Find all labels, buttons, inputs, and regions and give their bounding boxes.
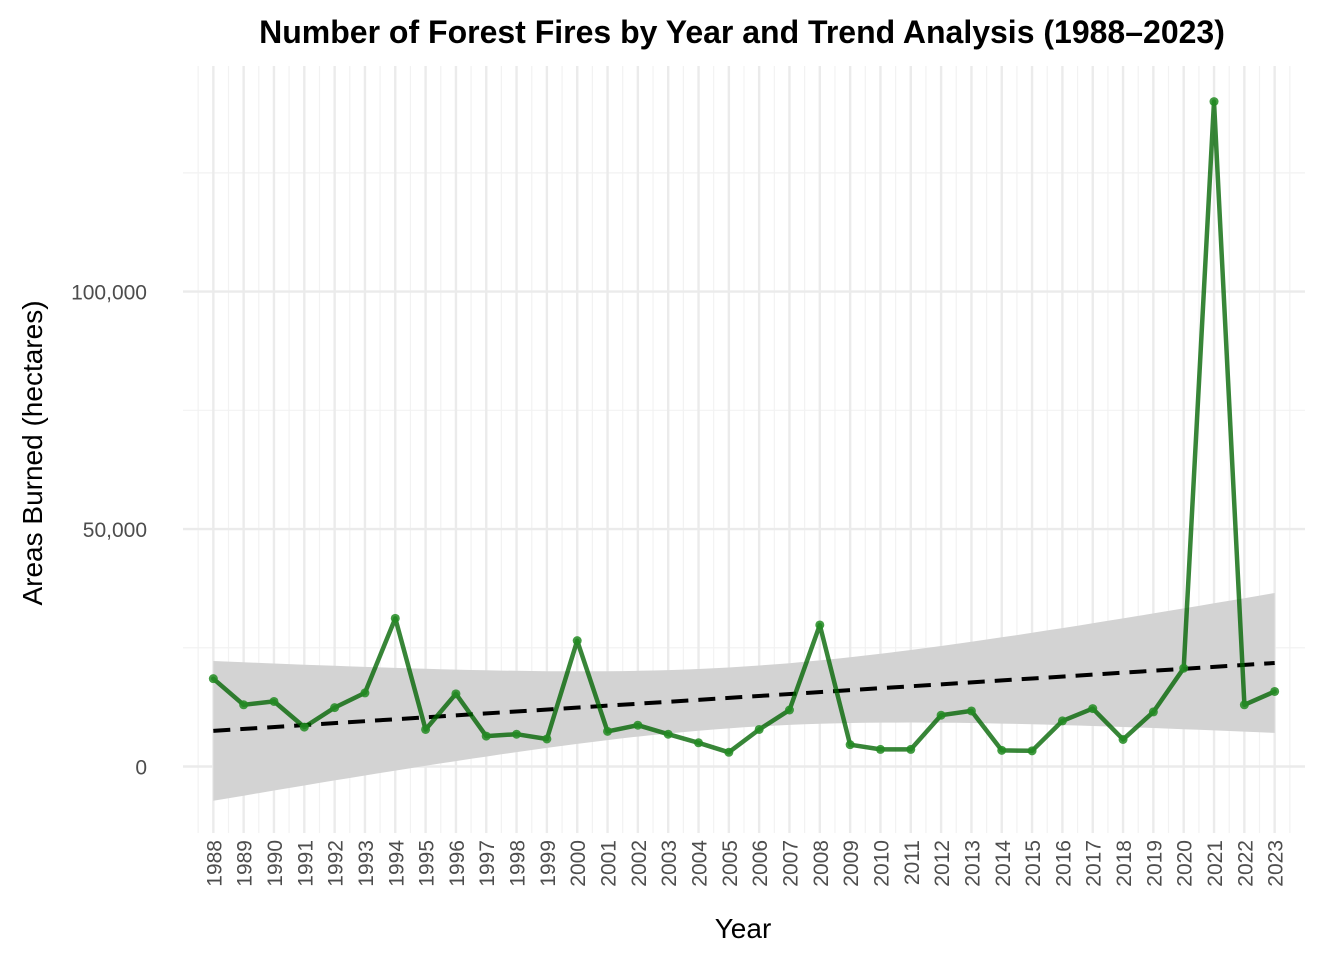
x-tick-label: 2013 xyxy=(961,840,984,887)
x-tick-label: 2005 xyxy=(719,840,742,887)
data-point xyxy=(1270,686,1280,696)
x-tick-label: 2020 xyxy=(1174,840,1197,887)
x-tick-label: 2003 xyxy=(658,840,681,887)
x-tick-label: 2002 xyxy=(628,840,651,887)
data-point xyxy=(1057,716,1067,726)
x-tick-label: 2017 xyxy=(1083,840,1106,887)
x-tick-label: 1999 xyxy=(537,840,560,887)
data-point xyxy=(875,744,885,754)
data-point xyxy=(512,729,522,739)
data-point xyxy=(451,689,461,699)
trend-line xyxy=(213,660,1275,733)
data-point xyxy=(239,700,249,710)
data-point xyxy=(724,747,734,757)
x-tick-label: 2016 xyxy=(1052,840,1075,887)
x-tick-label: 2000 xyxy=(567,840,590,887)
data-point xyxy=(542,734,552,744)
data-point xyxy=(845,740,855,750)
x-axis-title: Year xyxy=(715,913,772,944)
confidence-band-area xyxy=(213,593,1275,801)
data-point xyxy=(1088,704,1098,714)
y-axis-ticks: 0 50,000 100,000 xyxy=(71,282,147,780)
x-axis-ticks: 1988 1989 1990 1991 1992 1993 1994 1995 1996 1997… xyxy=(203,840,1287,887)
x-tick-label: 2007 xyxy=(779,840,802,887)
data-point xyxy=(390,613,400,623)
data-point xyxy=(936,710,946,720)
data-point xyxy=(906,744,916,754)
data-point xyxy=(966,706,976,716)
data-point xyxy=(815,620,825,630)
data-point xyxy=(1179,663,1189,673)
data-point xyxy=(481,731,491,741)
x-tick-label: 2009 xyxy=(840,840,863,887)
data-point xyxy=(421,724,431,734)
data-point xyxy=(572,636,582,646)
x-tick-label: 2021 xyxy=(1204,840,1227,887)
data-point xyxy=(694,738,704,748)
data-point xyxy=(754,724,764,734)
x-tick-label: 1991 xyxy=(294,840,317,887)
y-axis-title: Areas Burned (hectares) xyxy=(17,300,48,605)
x-tick-label: 1996 xyxy=(446,840,469,887)
y-tick-label: 0 xyxy=(135,757,147,780)
x-tick-label: 2011 xyxy=(901,840,924,885)
x-tick-label: 2006 xyxy=(749,840,772,887)
x-tick-label: 2022 xyxy=(1234,840,1257,887)
x-tick-label: 2001 xyxy=(598,840,621,887)
y-tick-label: 100,000 xyxy=(71,282,147,305)
x-tick-label: 1988 xyxy=(203,840,226,887)
x-tick-label: 2019 xyxy=(1143,840,1166,887)
x-tick-label: 1994 xyxy=(385,840,408,887)
x-tick-label: 2004 xyxy=(689,840,712,887)
x-tick-label: 2014 xyxy=(992,840,1015,887)
series-group xyxy=(208,97,1280,757)
data-point xyxy=(1118,734,1128,744)
data-point xyxy=(360,688,370,698)
series-line xyxy=(211,99,1277,755)
x-tick-label: 2023 xyxy=(1265,840,1288,887)
trend-line-group xyxy=(213,660,1275,733)
data-point xyxy=(1027,746,1037,756)
data-point xyxy=(299,722,309,732)
data-point xyxy=(330,703,340,713)
x-tick-label: 1989 xyxy=(234,840,257,887)
y-tick-label: 50,000 xyxy=(83,519,147,542)
data-point xyxy=(1209,97,1219,107)
data-point xyxy=(208,674,218,684)
data-point xyxy=(269,696,279,706)
x-tick-label: 2012 xyxy=(931,840,954,887)
data-point xyxy=(663,729,673,739)
data-point xyxy=(997,745,1007,755)
data-point xyxy=(784,705,794,715)
data-point xyxy=(633,720,643,730)
x-tick-label: 1992 xyxy=(325,840,348,887)
data-point xyxy=(1239,700,1249,710)
x-tick-label: 2018 xyxy=(1113,840,1136,887)
x-tick-label: 1990 xyxy=(264,840,287,887)
x-tick-label: 2015 xyxy=(1022,840,1045,887)
x-tick-label: 1995 xyxy=(416,840,439,887)
x-tick-label: 2010 xyxy=(870,840,893,887)
data-point xyxy=(1148,707,1158,717)
x-tick-label: 1997 xyxy=(476,840,499,887)
x-tick-label: 1998 xyxy=(507,840,530,887)
x-tick-label: 1993 xyxy=(355,840,378,887)
data-point xyxy=(603,726,613,736)
chart-title: Number of Forest Fires by Year and Trend… xyxy=(259,14,1225,50)
x-tick-label: 2008 xyxy=(810,840,833,887)
confidence-band xyxy=(213,593,1275,801)
